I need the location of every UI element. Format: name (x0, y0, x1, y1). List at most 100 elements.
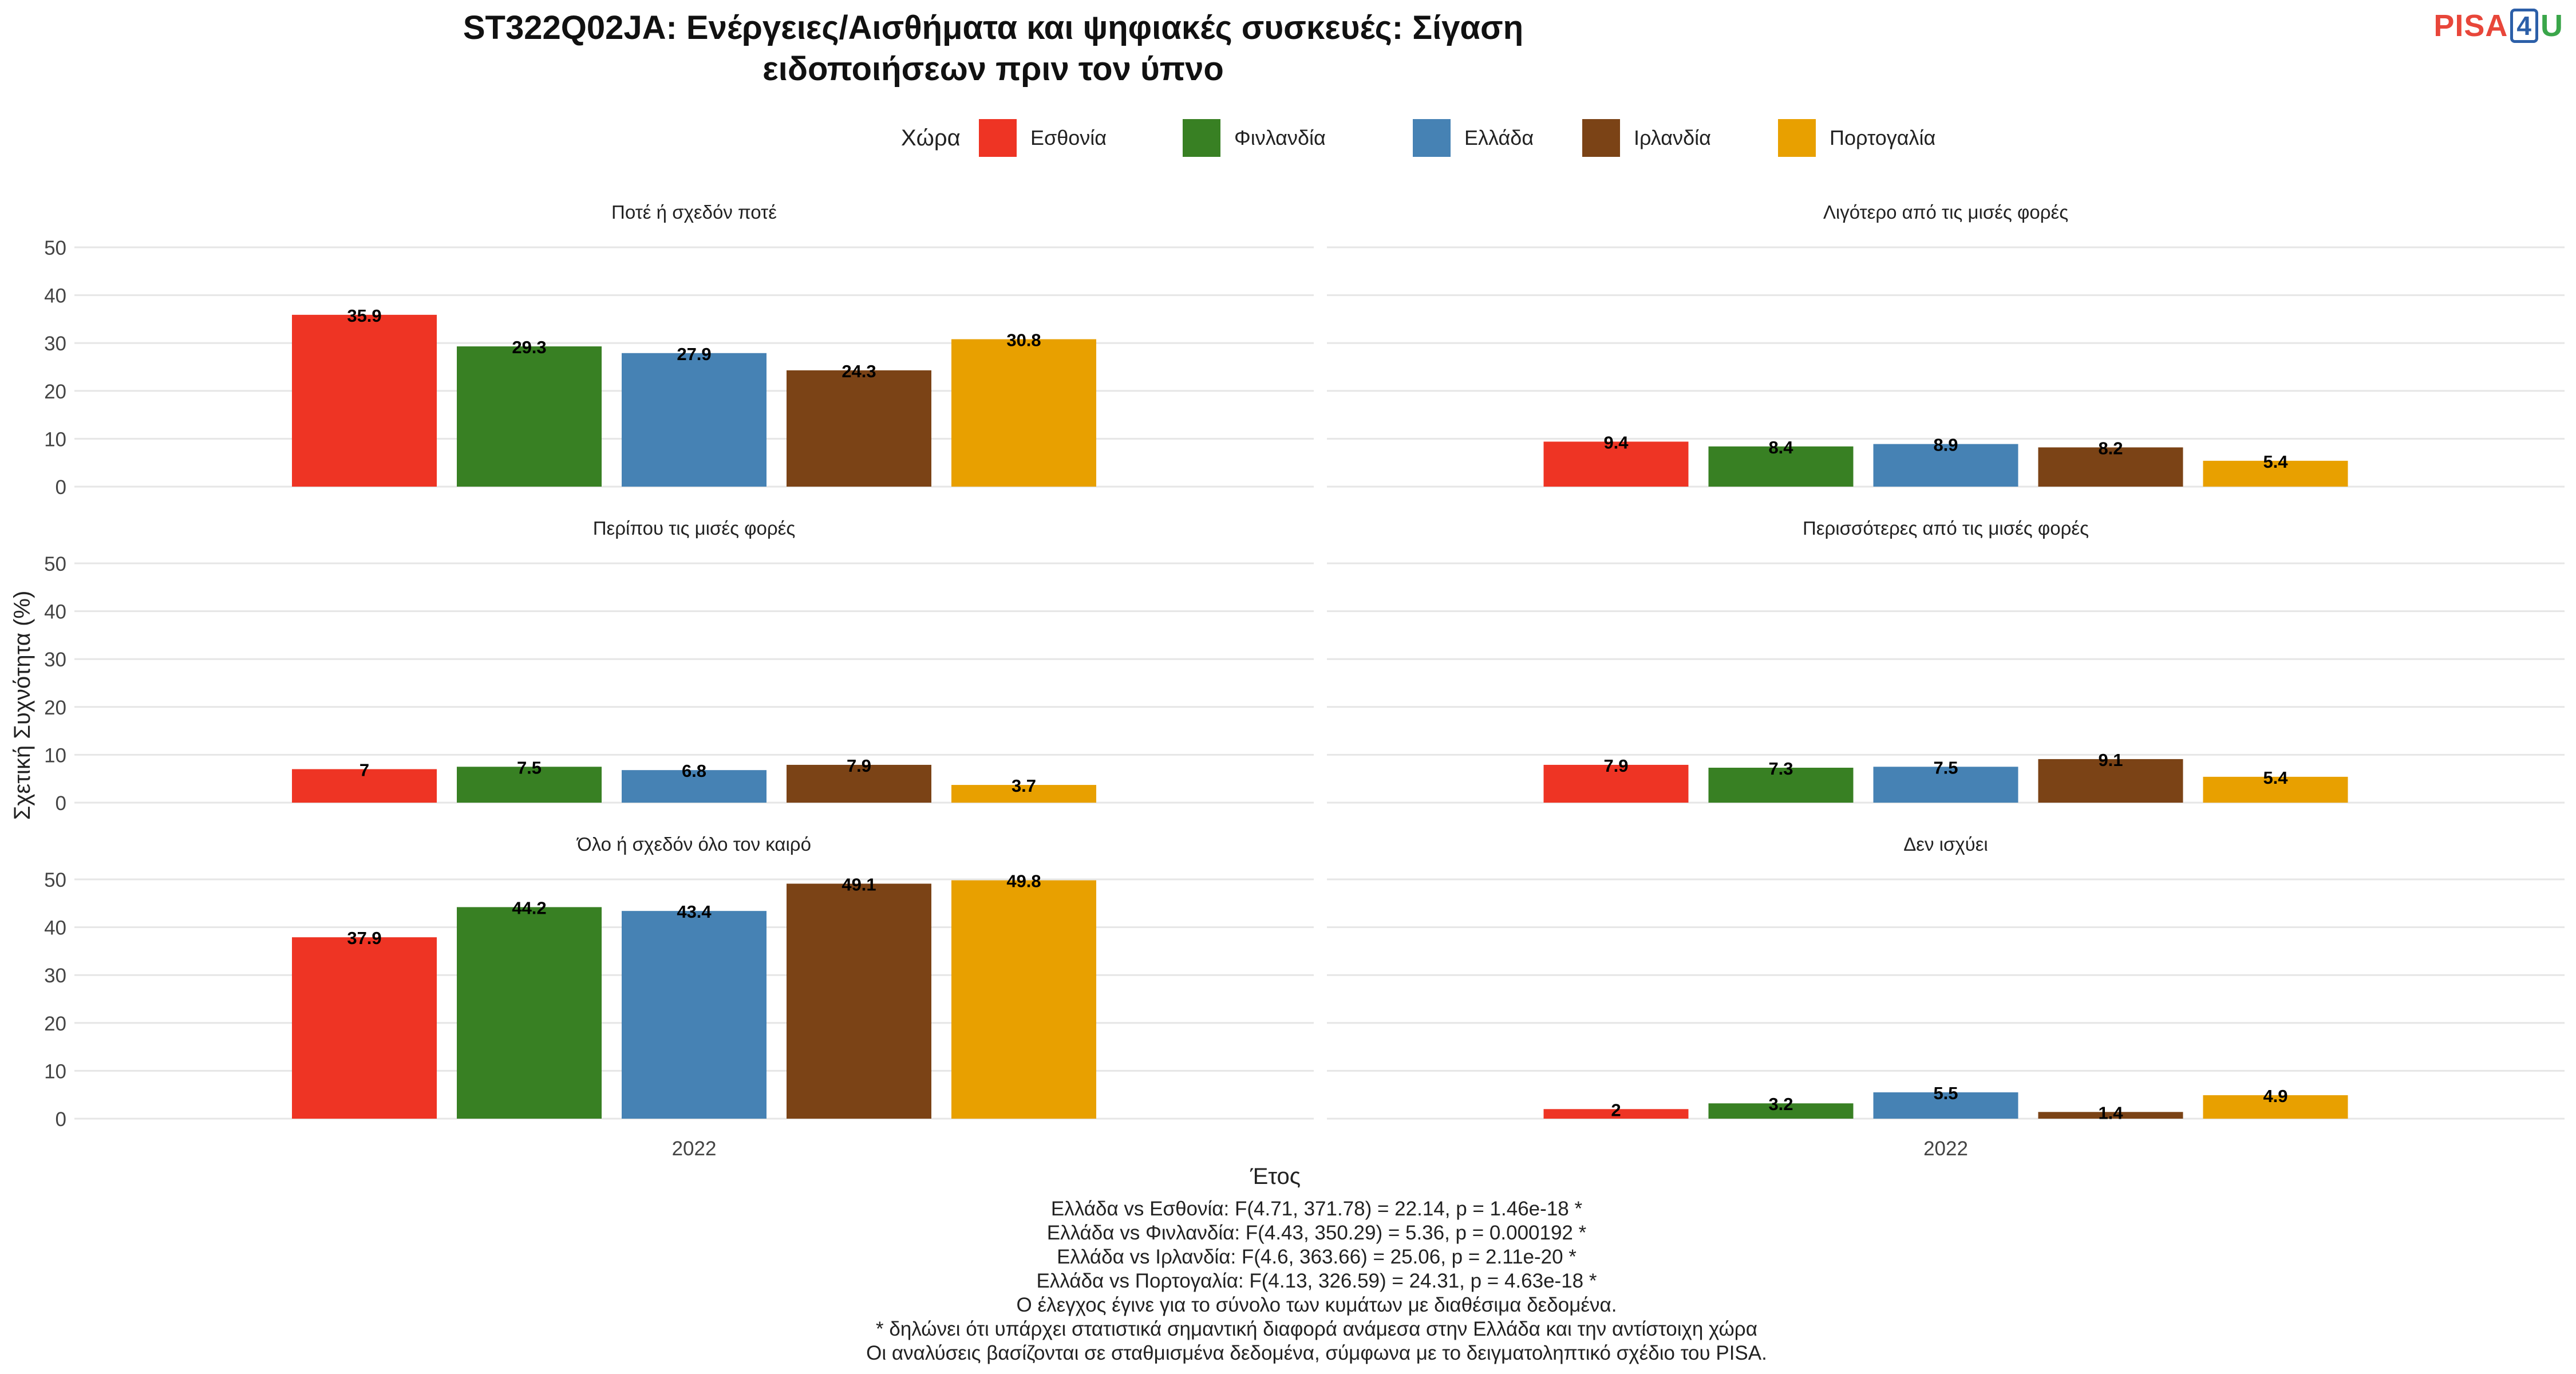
bar-2 (1708, 767, 1854, 803)
facet-title: Δεν ισχύει (1903, 834, 1988, 855)
footnote-line-2: Ελλάδα vs Φινλανδία: F(4.43, 350.29) = 5… (1047, 1222, 1587, 1244)
data-label: 5.4 (2263, 768, 2288, 788)
chart-title-line-1: ST322Q02JA: Ενέργειες/Αισθήματα και ψηφι… (463, 9, 1523, 46)
bar-5 (2203, 776, 2348, 803)
y-tick-label: 10 (44, 744, 66, 767)
data-label: 6.8 (682, 761, 706, 781)
bar-3 (622, 353, 767, 487)
bar-1 (292, 314, 437, 487)
y-tick-label: 10 (44, 1060, 66, 1083)
facet-panel-3: Περίπου τις μισές φορές 0 10 20 30 40 50 7 7.5 6.… (44, 518, 1314, 815)
y-tick-label: 30 (44, 649, 66, 671)
facet-panel-6: Δεν ισχύει 2 3.2 5.5 1.4 4.9 2022 (1327, 834, 2565, 1160)
x-axis-label: Έτος (1250, 1164, 1301, 1189)
footnote-line-7: Οι αναλύσεις βασίζονται σε σταθμισμένα δ… (866, 1342, 1767, 1364)
footnote-line-3: Ελλάδα vs Ιρλανδία: F(4.6, 363.66) = 25.… (1057, 1246, 1577, 1268)
footnote-line-6: * δηλώνει ότι υπάρχει στατιστικά σημαντι… (876, 1318, 1757, 1340)
bar-2 (457, 767, 602, 803)
legend-key-2 (1183, 119, 1220, 157)
bar-1 (1543, 441, 1689, 487)
bar-5 (951, 785, 1096, 803)
legend-label-5: Πορτογαλία (1830, 126, 1935, 149)
data-label: 27.9 (677, 344, 711, 364)
y-tick-label: 50 (44, 237, 66, 259)
bar-3 (622, 770, 767, 803)
y-tick-label: 40 (44, 917, 66, 939)
legend-title: Χώρα (901, 125, 961, 151)
data-label: 43.4 (677, 902, 712, 922)
y-tick-label: 0 (56, 1108, 66, 1131)
bar-2 (457, 346, 602, 487)
facet-title: Όλο ή σχεδόν όλο τον καιρό (576, 834, 811, 855)
data-label: 5.5 (1933, 1083, 1958, 1103)
bar-1 (292, 937, 437, 1119)
y-tick-label: 30 (44, 333, 66, 355)
data-label: 4.9 (2263, 1086, 2287, 1106)
legend-key-4 (1582, 119, 1620, 157)
data-label: 9.4 (1603, 432, 1629, 452)
bar-4 (2038, 759, 2183, 803)
data-label: 7.3 (1768, 759, 1793, 779)
data-label: 3.2 (1768, 1094, 1793, 1114)
legend-label-1: Εσθονία (1030, 126, 1107, 149)
data-label: 5.4 (2263, 452, 2288, 472)
facet-panel-1: Ποτέ ή σχεδόν ποτέ 0 10 20 30 40 50 35.9 29.3 27.… (44, 202, 1314, 499)
facet-title: Ποτέ ή σχεδόν ποτέ (611, 202, 777, 223)
y-tick-label: 50 (44, 553, 66, 575)
facet-panel-4: Περισσότερες από τις μισές φορές 7.9 7.3 7.… (1327, 518, 2565, 804)
footnote-line-1: Ελλάδα vs Εσθονία: F(4.71, 371.78) = 22.… (1051, 1198, 1583, 1220)
y-tick-label: 10 (44, 428, 66, 451)
bar-3 (1873, 444, 2018, 487)
data-label: 30.8 (1006, 330, 1041, 350)
logo-part-u: U (2541, 9, 2563, 43)
x-tick-label: 2022 (1923, 1138, 1968, 1160)
data-label: 7.5 (517, 757, 542, 777)
bar-4 (787, 370, 931, 487)
facet-panel-5: Όλο ή σχεδόν όλο τον καιρό 0 10 20 30 40 50 37.… (44, 834, 1314, 1160)
data-label: 49.8 (1006, 871, 1041, 891)
y-tick-label: 20 (44, 697, 66, 719)
footnote-line-5: Ο έλεγχος έγινε για το σύνολο των κυμάτω… (1017, 1294, 1617, 1316)
facet-title: Περίπου τις μισές φορές (593, 518, 796, 539)
facet-title: Λιγότερο από τις μισές φορές (1823, 202, 2068, 223)
bar-1 (292, 769, 437, 803)
bar-4 (787, 764, 931, 803)
data-label: 1.4 (2098, 1103, 2123, 1123)
bar-3 (1873, 767, 2018, 803)
data-label: 7 (359, 760, 369, 780)
y-tick-label: 0 (56, 792, 66, 815)
data-label: 24.3 (841, 361, 876, 381)
chart-title-line-2: ειδοποιήσεων πριν τον ύπνο (762, 50, 1224, 88)
logo-part-4: 4 (2510, 9, 2538, 43)
legend-key-3 (1413, 119, 1451, 157)
data-label: 29.3 (512, 337, 546, 357)
y-tick-label: 40 (44, 285, 66, 307)
bar-2 (457, 907, 602, 1119)
bar-5 (2203, 1095, 2348, 1119)
y-axis-label: Σχετική Συχνότητα (%) (10, 591, 35, 820)
y-tick-label: 30 (44, 965, 66, 987)
data-label: 37.9 (347, 928, 381, 948)
legend-label-3: Ελλάδα (1464, 126, 1534, 149)
bar-4 (787, 883, 931, 1119)
footnotes: Ελλάδα vs Εσθονία: F(4.71, 371.78) = 22.… (866, 1198, 1767, 1364)
y-tick-label: 0 (56, 476, 66, 499)
bar-3 (622, 911, 767, 1119)
legend-label-2: Φινλανδία (1234, 126, 1326, 149)
y-tick-label: 40 (44, 601, 66, 623)
legend-key-5 (1778, 119, 1816, 157)
footnote-line-4: Ελλάδα vs Πορτογαλία: F(4.13, 326.59) = … (1037, 1270, 1597, 1292)
logo-part-pisa: PISA (2433, 9, 2508, 43)
legend-label-4: Ιρλανδία (1634, 126, 1711, 149)
data-label: 7.5 (1933, 757, 1958, 777)
data-label: 7.9 (1603, 756, 1628, 776)
pisa4u-logo: PISA 4 U (2433, 8, 2563, 44)
bar-5 (951, 880, 1096, 1119)
y-tick-label: 20 (44, 1013, 66, 1035)
y-tick-label: 50 (44, 869, 66, 891)
bar-2 (1708, 446, 1854, 487)
bar-1 (1543, 764, 1689, 803)
data-label: 7.9 (847, 756, 871, 776)
bar-5 (2203, 460, 2348, 487)
